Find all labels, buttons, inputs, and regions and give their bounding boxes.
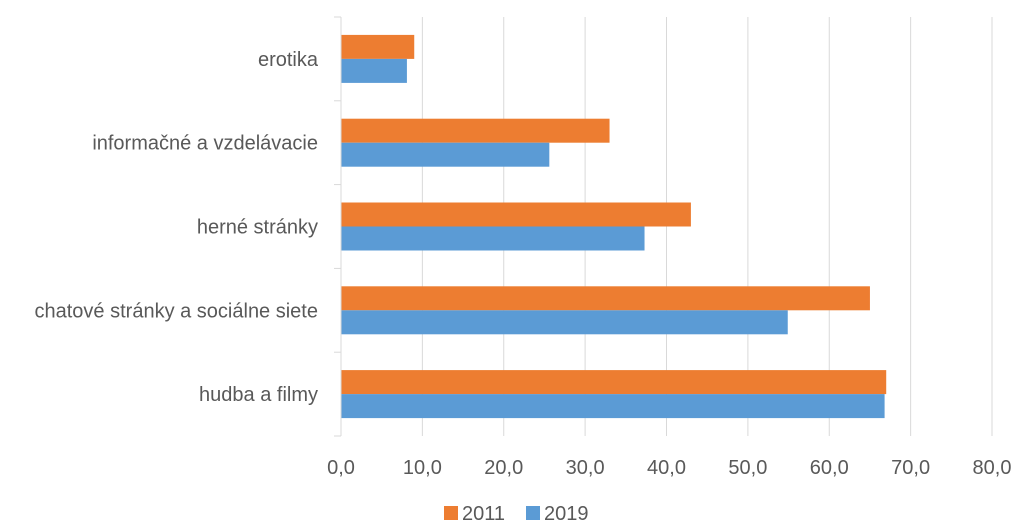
bar-2019: [341, 227, 645, 251]
x-tick-label: 20,0: [484, 457, 523, 479]
bar-2011: [341, 119, 610, 143]
category-label: herné stránky: [197, 217, 318, 239]
x-tick-label: 50,0: [728, 457, 767, 479]
legend: 2011 2019: [444, 503, 589, 525]
bar-2019: [341, 143, 549, 167]
category-label: chatové stránky a sociálne siete: [35, 300, 319, 322]
legend-label-2011: 2011: [462, 503, 505, 525]
legend-swatch-2019: [526, 506, 540, 520]
category-label: informačné a vzdelávacie: [92, 133, 318, 155]
category-axis: [334, 17, 341, 436]
x-tick-label: 60,0: [810, 457, 849, 479]
x-tick-labels: 0,0 10,0 20,0 30,0 40,0 50,0 60,0 70,0 80,0: [327, 457, 1011, 479]
bar-2019: [341, 394, 885, 418]
x-tick-label: 10,0: [403, 457, 442, 479]
legend-swatch-2011: [444, 506, 458, 520]
x-tick-label: 40,0: [647, 457, 686, 479]
bar-2019: [341, 59, 407, 83]
bar-2011: [341, 370, 886, 394]
category-label: erotika: [258, 49, 319, 71]
x-tick-label: 70,0: [891, 457, 930, 479]
bar-2019: [341, 310, 788, 334]
x-tick-label: 0,0: [327, 457, 355, 479]
category-label: hudba a filmy: [199, 384, 318, 406]
legend-label-2019: 2019: [544, 503, 589, 525]
x-tick-label: 80,0: [973, 457, 1012, 479]
bar-2011: [341, 35, 414, 59]
bar-2011: [341, 286, 870, 310]
category-labels: erotika informačné a vzdelávacie herné str…: [35, 49, 319, 406]
bar-2011: [341, 203, 691, 227]
x-tick-label: 30,0: [566, 457, 605, 479]
